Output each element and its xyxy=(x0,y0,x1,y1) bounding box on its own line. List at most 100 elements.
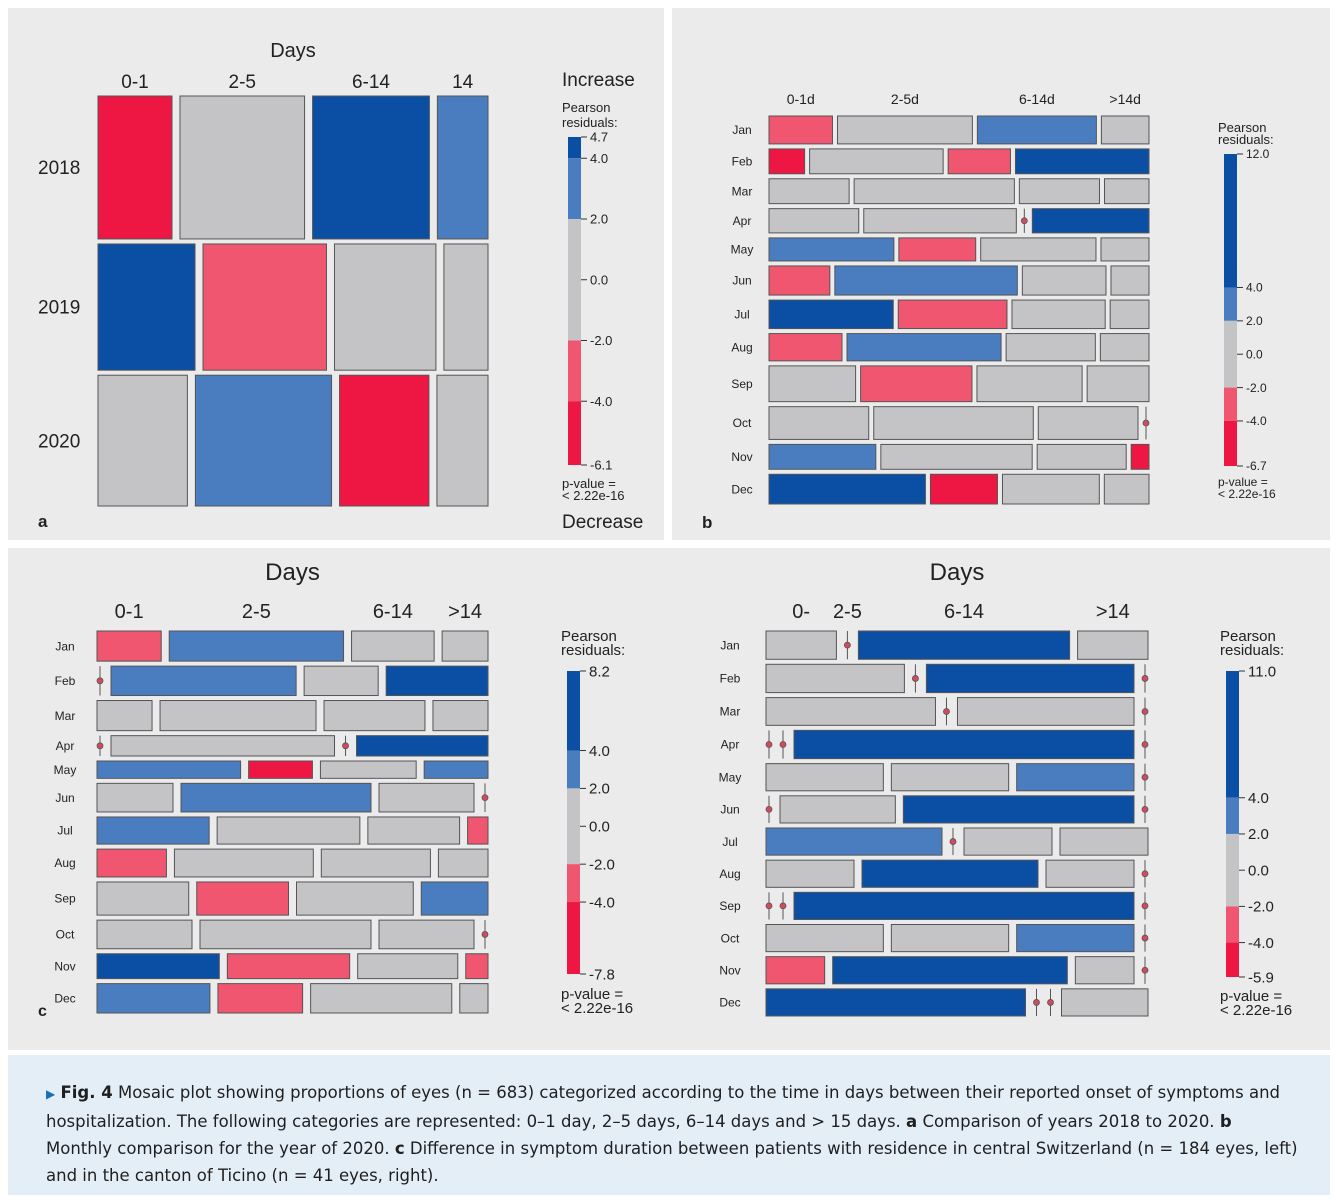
row-label-3-10: Nov xyxy=(719,963,740,977)
mosaic-cell-2-4-2 xyxy=(319,760,417,779)
category-label-3-1: 2-5 xyxy=(833,601,862,623)
mosaic-cell-1-0-3 xyxy=(1100,115,1150,145)
category-label-1-3: >14d xyxy=(1109,91,1141,107)
legend-band-1-0 xyxy=(1224,154,1237,288)
mosaic-cell-1-5-2 xyxy=(1021,265,1107,296)
mosaic-cell-3-10-1 xyxy=(832,956,1068,985)
mosaic-cell-1-1-0 xyxy=(768,148,806,175)
row-label-3-7: Aug xyxy=(719,867,740,881)
legend-band-3-1 xyxy=(1226,797,1239,834)
mosaic-cell-3-9-0 xyxy=(765,923,884,953)
mosaic-cell-1-7-1 xyxy=(846,333,1002,362)
mosaic-cell-1-3-0 xyxy=(768,208,860,234)
row-label-0-1: 2019 xyxy=(38,298,80,319)
category-label-2-1: 2-5 xyxy=(242,601,271,623)
row-label-2-11: Dec xyxy=(54,992,75,1006)
zero-cell-marker-3-3-0 xyxy=(765,741,773,748)
mosaic-cell-3-10-0 xyxy=(765,956,826,985)
mosaic-cell-1-3-1 xyxy=(863,208,1017,234)
legend-tick-label-3-2: 2.0 xyxy=(1248,826,1269,843)
zero-cell-marker-3-8-3 xyxy=(1141,902,1149,910)
row-label-3-2: Mar xyxy=(720,705,741,719)
legend-title-line2-3: residuals: xyxy=(1220,642,1284,659)
mosaic-cell-2-2-0 xyxy=(96,700,153,732)
mosaic-cell-2-10-0 xyxy=(96,953,220,980)
row-label-1-10: Nov xyxy=(731,450,752,464)
row-label-3-5: Jun xyxy=(720,803,739,817)
legend-tick-label-1-6: -6.7 xyxy=(1246,459,1267,473)
row-label-1-5: Jun xyxy=(732,274,751,288)
mosaic-cell-1-0-1 xyxy=(836,115,973,145)
mosaic-cell-1-3-3 xyxy=(1031,208,1150,234)
mosaic-cell-0-1-2 xyxy=(333,243,437,371)
p-value-label-2: p-value = xyxy=(561,986,623,1003)
mosaic-cell-3-6-3 xyxy=(1059,827,1149,856)
mosaic-cell-2-4-0 xyxy=(96,760,242,779)
category-label-2-0: 0-1 xyxy=(115,601,144,623)
chart-title-3: Days xyxy=(930,559,985,586)
legend-band-1-4 xyxy=(1224,420,1237,466)
mosaic-cell-2-6-3 xyxy=(467,816,489,845)
mosaic-cell-2-4-1 xyxy=(248,760,313,779)
category-label-2-3: >14 xyxy=(448,601,482,623)
mosaic-cell-1-8-0 xyxy=(768,365,857,403)
mosaic-cell-2-6-1 xyxy=(216,816,361,845)
legend-band-1-3 xyxy=(1224,387,1237,421)
legend-title-line1-3: Pearson xyxy=(1220,628,1276,645)
mosaic-cell-3-1-2 xyxy=(925,663,1135,694)
legend-bottom-label-0: Decrease xyxy=(562,512,643,533)
mosaic-cell-3-7-2 xyxy=(1045,859,1135,888)
zero-cell-marker-3-10-3 xyxy=(1141,966,1149,974)
legend-band-1-1 xyxy=(1224,287,1237,321)
mosaic-cell-0-0-3 xyxy=(436,95,489,240)
legend-tick-label-0-2: 2.0 xyxy=(590,212,608,227)
mosaic-cell-1-2-2 xyxy=(1018,178,1100,205)
mosaic-cell-3-0-0 xyxy=(765,630,837,660)
legend-tick-label-0-4: -2.0 xyxy=(590,333,612,348)
row-label-2-4: May xyxy=(54,763,77,777)
category-label-3-2: 6-14 xyxy=(944,601,984,623)
mosaic-cell-1-0-0 xyxy=(768,115,833,145)
caption-arrow-icon: ▶ xyxy=(46,1087,56,1101)
legend-tick-label-1-2: 2.0 xyxy=(1246,314,1263,328)
p-value-label-3: p-value = xyxy=(1220,988,1282,1005)
mosaic-cell-2-3-1 xyxy=(110,735,336,757)
legend-top-label-0: Increase xyxy=(562,70,635,91)
row-label-1-1: Feb xyxy=(732,155,753,169)
row-label-3-3: Apr xyxy=(721,738,740,752)
mosaic-cell-2-7-0 xyxy=(96,848,167,878)
zero-cell-marker-3-2-3 xyxy=(1141,708,1149,715)
legend-tick-label-1-5: -4.0 xyxy=(1246,414,1267,428)
mosaic-cell-1-5-1 xyxy=(834,265,1018,296)
mosaic-cell-1-2-3 xyxy=(1103,178,1150,205)
mosaic-cell-1-6-2 xyxy=(1011,299,1106,330)
mosaic-cell-1-2-1 xyxy=(853,178,1015,205)
mosaic-cell-2-5-0 xyxy=(96,782,174,813)
row-label-0-2: 2020 xyxy=(38,431,80,452)
legend-band-0-0 xyxy=(568,137,581,159)
mosaic-cell-2-5-2 xyxy=(378,782,475,813)
legend-tick-label-1-3: 0.0 xyxy=(1246,347,1263,361)
legend-tick-label-1-1: 4.0 xyxy=(1246,281,1263,295)
row-label-2-5: Jun xyxy=(55,791,74,805)
legend-tick-label-3-4: -2.0 xyxy=(1248,899,1274,916)
zero-cell-marker-3-3-3 xyxy=(1141,741,1149,748)
mosaic-cell-0-0-1 xyxy=(179,95,306,240)
legend-title-line2-2: residuals: xyxy=(561,642,625,659)
zero-cell-marker-3-7-3 xyxy=(1141,870,1149,878)
legend-band-0-4 xyxy=(568,401,581,465)
zero-cell-marker-3-6-1 xyxy=(949,838,957,845)
mosaic-cell-0-0-0 xyxy=(97,95,173,240)
mosaic-cell-2-11-3 xyxy=(459,983,489,1014)
legend-tick-label-2-3: 0.0 xyxy=(589,819,610,836)
mosaic-cell-1-4-0 xyxy=(768,237,895,262)
row-label-0-0: 2018 xyxy=(38,158,80,179)
mosaic-cell-3-4-0 xyxy=(765,763,884,792)
mosaic-cell-2-1-3 xyxy=(385,665,489,697)
mosaic-cell-3-5-2 xyxy=(902,795,1135,824)
mosaic-cell-2-10-1 xyxy=(226,953,351,980)
mosaic-cell-3-0-3 xyxy=(1077,630,1149,660)
legend-band-2-2 xyxy=(567,788,580,865)
category-label-2-2: 6-14 xyxy=(373,601,413,623)
mosaic-cell-3-4-1 xyxy=(890,763,1010,792)
